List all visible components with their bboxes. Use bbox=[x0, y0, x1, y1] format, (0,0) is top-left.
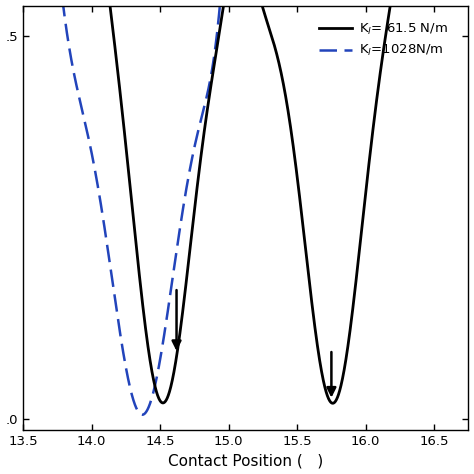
Legend: K$_l$= 61.5 N/m, K$_l$=1028N/m: K$_l$= 61.5 N/m, K$_l$=1028N/m bbox=[314, 17, 453, 64]
X-axis label: Contact Position (   ): Contact Position ( ) bbox=[168, 454, 323, 468]
